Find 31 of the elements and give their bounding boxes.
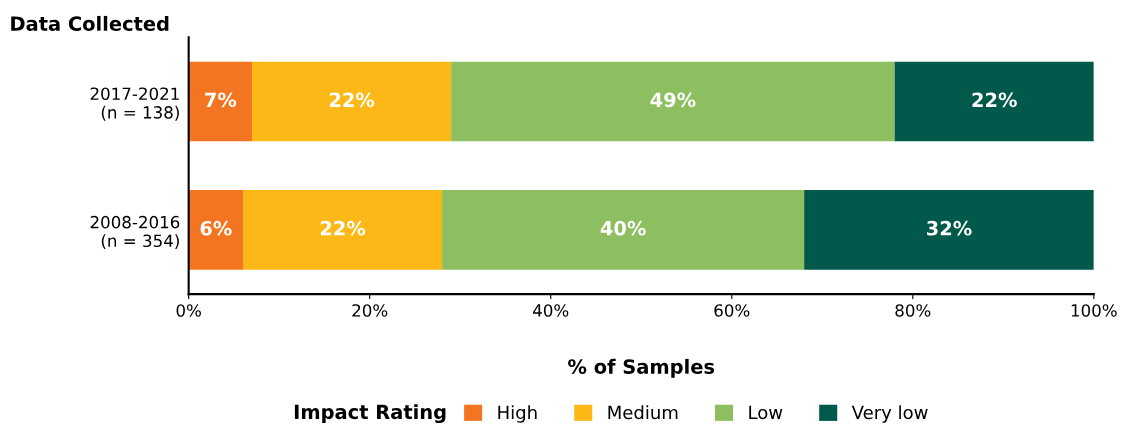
data-label: 49% [650, 92, 696, 108]
data-label: 32% [927, 220, 972, 236]
data-label: 7% [205, 92, 237, 108]
x-tick-label: 60% [714, 304, 750, 317]
bar [894, 61, 1094, 142]
legend-label: Low [749, 405, 783, 420]
x-tick-label: 20% [352, 304, 388, 317]
legend-label: High [498, 405, 537, 423]
x-tick-label: 80% [895, 304, 931, 317]
bar [451, 61, 895, 142]
y-tick-label: 2008-2016 (n = 354) [90, 215, 180, 250]
legend-label: Medium [608, 405, 678, 420]
y-tick-label: 2017-2021 (n = 138) [90, 87, 179, 121]
bar [188, 190, 243, 270]
bar [804, 190, 1094, 270]
bar [442, 190, 805, 270]
x-tick-label: 40% [533, 304, 569, 317]
data-label: 22% [320, 220, 366, 236]
x-axis-title: % of Samples [568, 358, 715, 378]
bar [188, 61, 253, 142]
x-tick-label: 0% [176, 304, 201, 317]
y-axis-title: Data Collected [11, 15, 169, 31]
data-label: 6% [200, 220, 232, 236]
data-label: 22% [329, 92, 375, 108]
bar [242, 190, 443, 270]
legend-title: Impact Rating [294, 404, 446, 424]
bar [252, 61, 452, 142]
x-tick-label: 100% [1071, 304, 1117, 317]
data-label: 22% [972, 92, 1017, 108]
legend-label: Very low [851, 405, 928, 423]
data-label: 40% [600, 220, 646, 236]
